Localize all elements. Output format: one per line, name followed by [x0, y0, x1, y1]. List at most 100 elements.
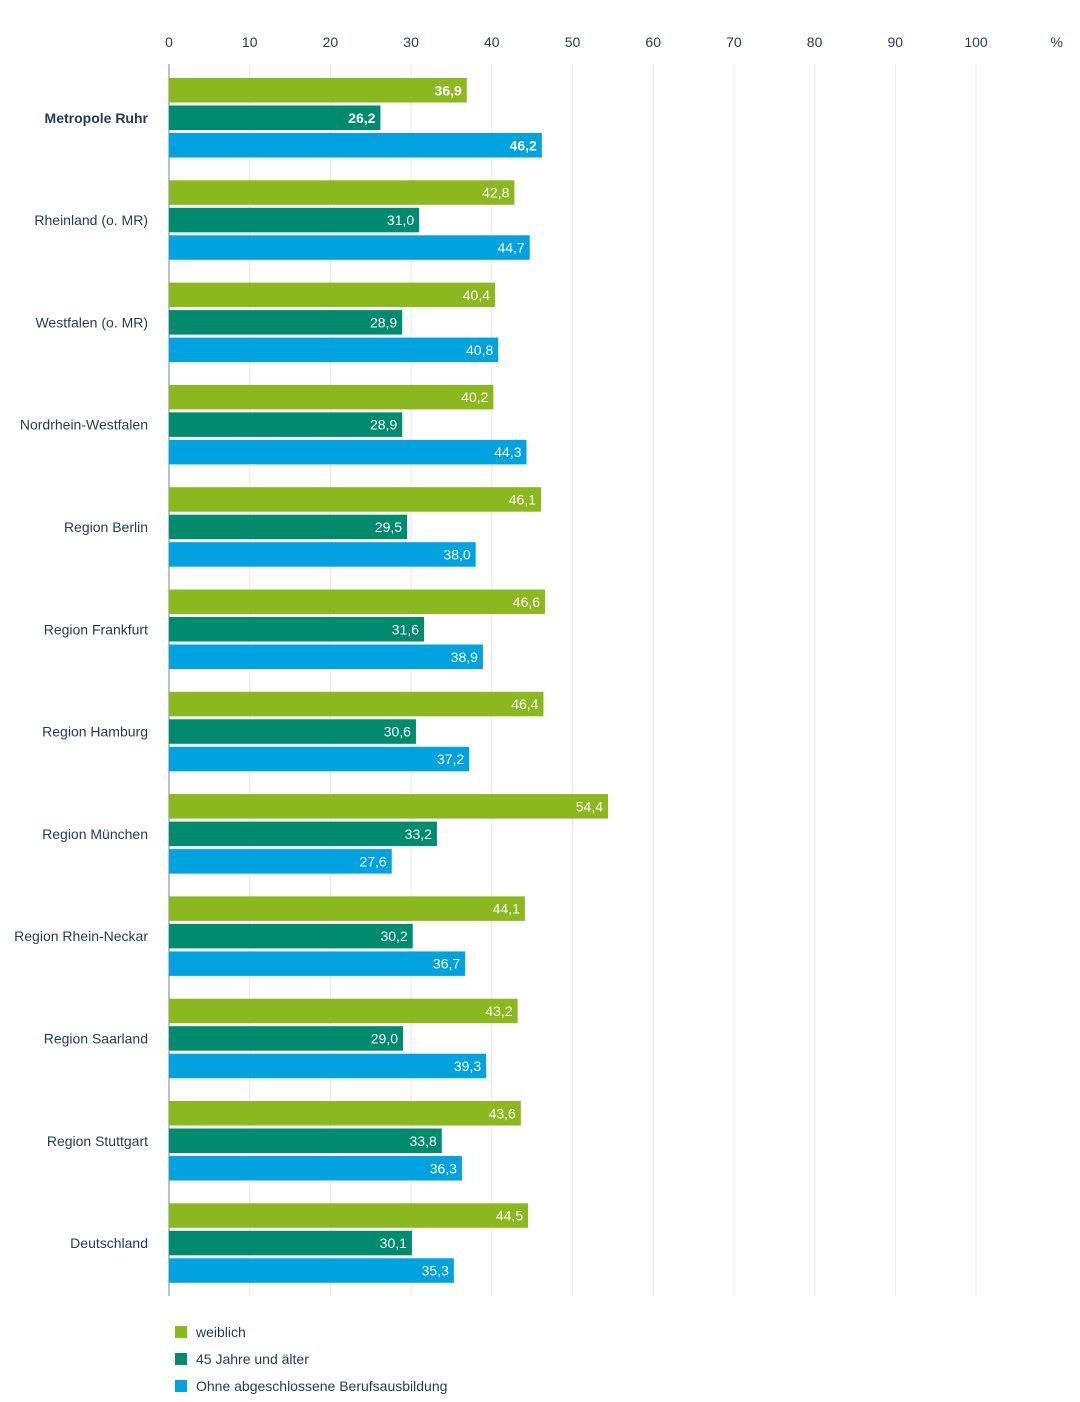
- bar: [169, 207, 420, 233]
- data-label: 30,6: [384, 724, 411, 740]
- data-label: 39,3: [454, 1058, 481, 1074]
- x-tick-label: 100: [964, 34, 988, 50]
- data-label: 42,8: [482, 185, 509, 201]
- data-label: 43,6: [489, 1105, 516, 1121]
- x-tick-label: 70: [726, 34, 742, 50]
- bar: [169, 1203, 529, 1228]
- bar: [169, 1156, 462, 1181]
- bar: [169, 923, 413, 949]
- data-label: 30,2: [380, 928, 407, 944]
- bar: [169, 794, 609, 819]
- category-label: Region München: [42, 826, 148, 842]
- bar: [169, 133, 542, 158]
- x-tick-label: 50: [565, 34, 581, 50]
- x-tick-label: 60: [645, 34, 661, 50]
- x-tick-label: 30: [403, 34, 419, 50]
- bar: [169, 1258, 454, 1283]
- bar: [169, 998, 518, 1024]
- bar: [169, 542, 476, 567]
- data-label: 40,2: [461, 389, 488, 405]
- bar: [169, 719, 416, 744]
- category-label: Metropole Ruhr: [45, 110, 149, 126]
- bar: [169, 1101, 521, 1126]
- data-label: 29,0: [371, 1030, 398, 1046]
- bar: [169, 746, 470, 772]
- data-label: 44,3: [494, 444, 521, 460]
- bar: [169, 487, 542, 512]
- data-label: 46,1: [509, 491, 536, 507]
- data-label: 33,2: [405, 826, 432, 842]
- category-label: Nordrhein-Westfalen: [20, 417, 148, 433]
- category-label: Region Frankfurt: [44, 621, 148, 637]
- category-label: Region Hamburg: [42, 724, 148, 740]
- data-label: 46,4: [511, 696, 538, 712]
- x-tick-label: 80: [807, 34, 823, 50]
- data-label: 37,2: [437, 751, 464, 767]
- category-label: Region Berlin: [64, 519, 148, 535]
- category-label: Region Rhein-Neckar: [14, 928, 148, 944]
- data-label: 38,0: [443, 546, 470, 562]
- x-tick-label: %: [1050, 34, 1062, 50]
- bar: [169, 105, 381, 130]
- bar: [169, 180, 515, 205]
- data-label: 54,4: [576, 798, 603, 814]
- legend-swatch: [175, 1380, 187, 1392]
- bar: [169, 235, 530, 260]
- bar: [169, 617, 425, 642]
- legend-entry: 45 Jahre und älter: [196, 1351, 309, 1367]
- category-label: Westfalen (o. MR): [35, 314, 148, 330]
- bar: [169, 821, 437, 847]
- data-label: 36,9: [435, 82, 462, 98]
- category-label: Region Stuttgart: [47, 1133, 148, 1149]
- data-label: 40,8: [466, 342, 493, 358]
- data-label: 30,1: [380, 1235, 407, 1251]
- legend-entry: weiblich: [195, 1324, 246, 1340]
- bar: [169, 1128, 442, 1153]
- category-label: Region Saarland: [44, 1030, 148, 1046]
- data-label: 35,3: [422, 1263, 449, 1279]
- data-label: 28,9: [370, 417, 397, 433]
- data-label: 40,4: [463, 287, 490, 303]
- bar: [169, 644, 483, 669]
- data-label: 44,7: [497, 240, 524, 256]
- x-tick-label: 40: [484, 34, 500, 50]
- legend-swatch: [175, 1353, 187, 1365]
- data-label: 26,2: [348, 110, 375, 126]
- data-label: 46,6: [513, 594, 540, 610]
- data-label: 31,6: [392, 621, 419, 637]
- bar: [169, 1230, 412, 1256]
- legend-entry: Ohne abgeschlossene Berufsausbildung: [196, 1378, 447, 1394]
- x-tick-label: 10: [242, 34, 258, 50]
- bar: [169, 282, 496, 308]
- x-tick-label: 20: [323, 34, 339, 50]
- data-label: 29,5: [375, 519, 402, 535]
- data-label: 28,9: [370, 314, 397, 330]
- data-label: 43,2: [485, 1003, 512, 1019]
- data-label: 33,8: [410, 1133, 437, 1149]
- x-tick-label: 0: [165, 34, 173, 50]
- data-label: 31,0: [387, 212, 414, 228]
- bar: [169, 896, 525, 921]
- bar: [169, 691, 544, 717]
- data-label: 27,6: [359, 853, 386, 869]
- bar: [169, 1053, 487, 1079]
- legend-swatch: [175, 1326, 187, 1338]
- data-label: 38,9: [451, 649, 478, 665]
- data-label: 46,2: [510, 137, 537, 153]
- bar: [169, 589, 546, 614]
- data-label: 36,3: [430, 1160, 457, 1176]
- bar: [169, 412, 403, 437]
- bar: [169, 78, 467, 103]
- category-label: Rheinland (o. MR): [34, 212, 148, 228]
- data-label: 44,1: [493, 901, 520, 917]
- bar: [169, 849, 392, 874]
- bar: [169, 310, 403, 335]
- data-label: 36,7: [433, 956, 460, 972]
- data-label: 44,5: [496, 1208, 523, 1224]
- bar: [169, 951, 466, 976]
- bar: [169, 384, 494, 410]
- bar: [169, 514, 408, 540]
- bar: [169, 1026, 404, 1051]
